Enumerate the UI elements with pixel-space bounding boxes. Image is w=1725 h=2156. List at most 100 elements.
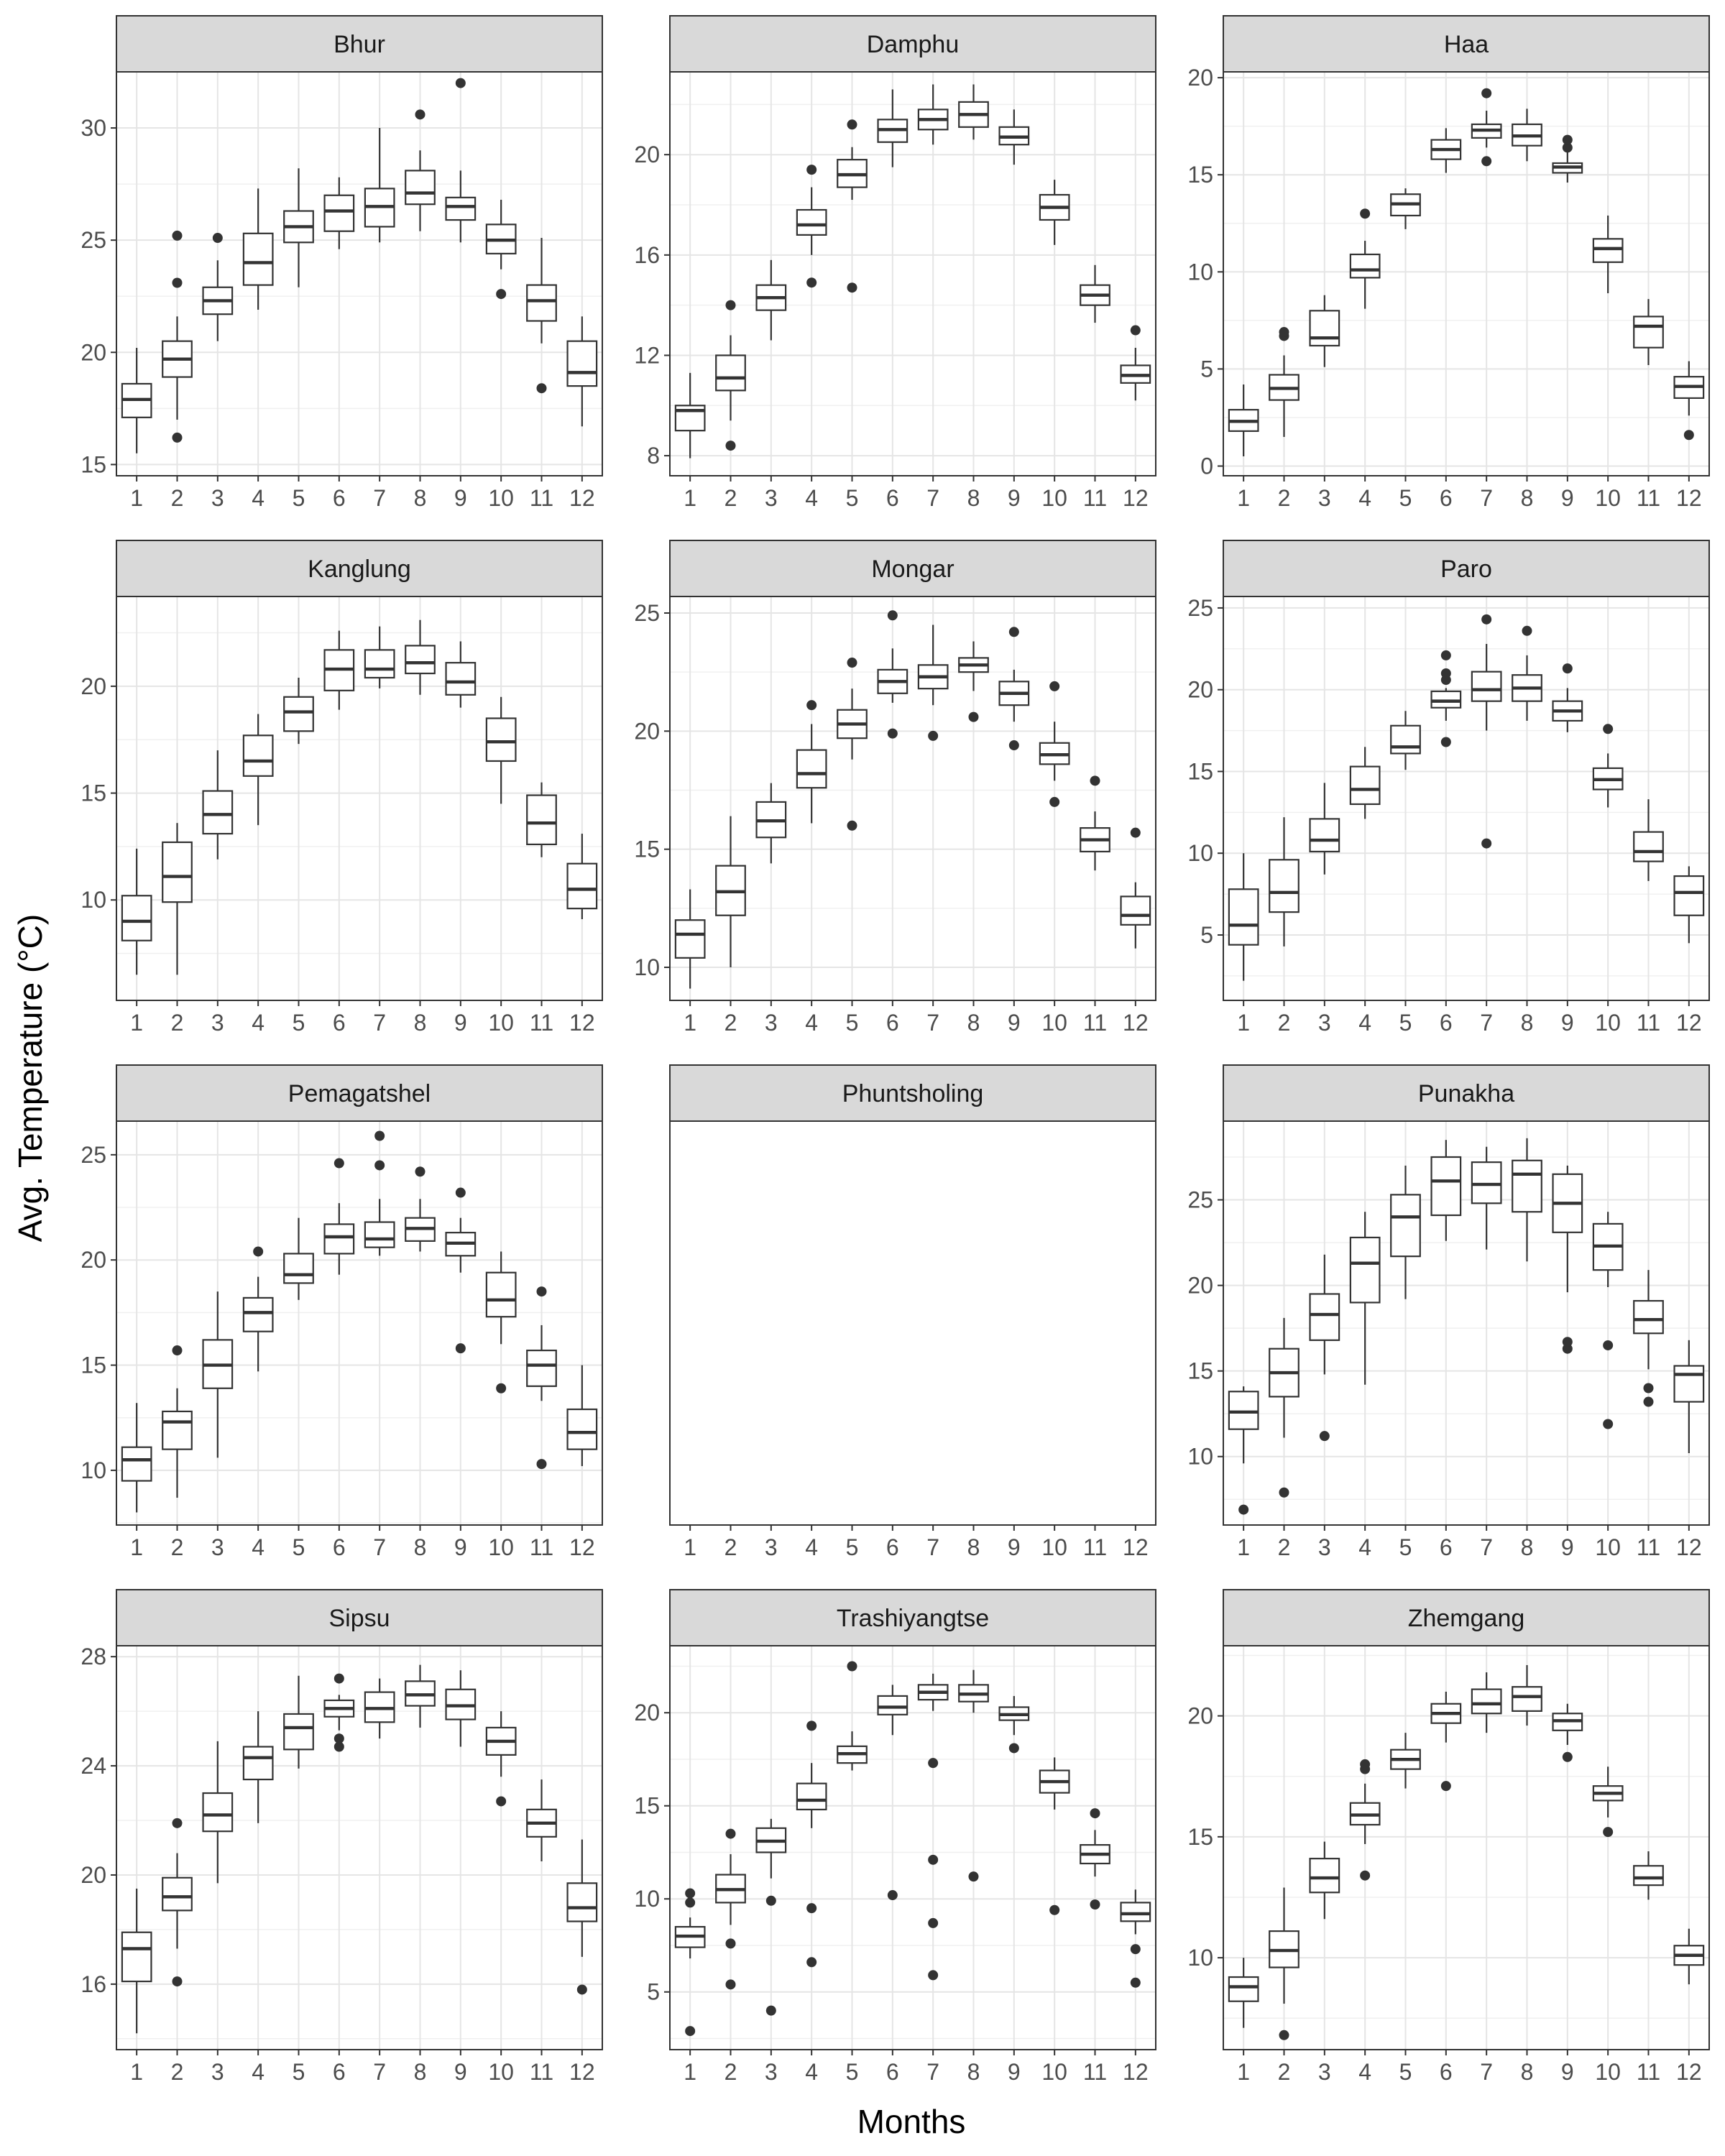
box-month-8 [1512,1138,1542,1262]
x-tick-label: 9 [1561,2059,1574,2085]
box-month-6 [1430,128,1462,173]
box-month-11 [526,782,557,857]
y-tick-label: 20 [80,339,106,365]
facet-strip-label: Kanglung [308,556,411,583]
box-month-11 [1633,299,1664,365]
box-month-7 [917,1673,949,1981]
outlier-point [806,1957,817,1968]
facet-strip [116,15,603,73]
box-iqr [877,1695,908,1715]
facet-strip [1223,1064,1710,1122]
outlier-point [334,1741,344,1752]
box-iqr [1633,1865,1664,1886]
outlier-point [172,277,183,288]
x-tick-label: 9 [1561,485,1574,511]
y-tick-label: 15 [1187,162,1213,188]
outlier-point [576,1984,587,1995]
x-tick-label: 6 [886,2059,899,2085]
y-tick-label: 15 [80,1353,106,1378]
y-tick-label: 15 [634,1793,660,1819]
box-month-4 [242,188,274,310]
x-tick-label: 4 [805,2059,818,2085]
x-tick-label: 5 [846,1534,859,1560]
x-tick-label: 2 [171,485,184,511]
outlier-point [1603,1827,1614,1838]
box-month-12 [566,1839,598,1995]
box-month-7 [917,84,949,145]
facet-strip [1223,1589,1710,1646]
x-tick-label: 3 [765,1534,778,1560]
x-tick-label: 8 [414,1534,427,1560]
x-tick-label: 7 [1480,485,1493,511]
x-tick-label: 1 [1237,1534,1250,1560]
box-month-1 [674,889,706,989]
x-tick-label: 4 [1358,485,1371,511]
box-iqr [1309,818,1340,853]
box-iqr [1269,859,1300,913]
box-month-9 [998,109,1030,165]
outlier-point [1238,1504,1249,1515]
outlier-point [847,282,857,293]
box-month-7 [1471,1672,1502,1733]
facet-strip [669,1064,1156,1122]
box-month-6 [877,610,908,739]
box-iqr [526,284,557,322]
y-tick-label: 20 [634,142,660,167]
outlier-point [536,1286,547,1297]
x-tick-label: 6 [1440,2059,1453,2085]
box-month-12 [1120,827,1151,949]
box-month-10 [1039,1757,1070,1915]
box-month-9 [445,641,477,708]
plot-panel-border [669,1645,1156,2050]
plot-panel-border [1223,1645,1710,2050]
x-tick-label: 7 [1480,2059,1493,2085]
x-tick-label: 11 [1637,1010,1660,1036]
x-tick-label: 6 [886,1534,899,1560]
box-iqr [674,919,706,959]
x-tick-label: 8 [1521,1010,1534,1036]
box-month-10 [485,1711,517,1807]
x-tick-label: 6 [333,2059,346,2085]
box-iqr [1430,1156,1462,1217]
box-month-4 [1349,208,1381,309]
box-iqr [1512,1159,1542,1213]
y-tick-label: 25 [1187,595,1213,621]
outlier-point [496,1383,507,1393]
y-tick-label: 20 [80,1247,106,1273]
box-month-7 [364,1678,395,1739]
y-tick-label: 10 [634,1886,660,1912]
outlier-point [765,1895,776,1906]
x-tick-label: 7 [926,1534,939,1560]
x-tick-label: 8 [967,1534,980,1560]
x-tick-label: 5 [293,485,305,511]
box-month-5 [837,119,868,293]
x-tick-label: 9 [1008,1010,1021,1036]
x-tick-label: 10 [488,485,514,511]
outlier-point [374,1130,385,1141]
y-tick-label: 30 [80,115,106,141]
plot-panel-border [1223,596,1710,1001]
y-tick-label: 15 [634,837,660,862]
x-tick-label: 4 [1358,1010,1371,1036]
y-tick-label: 12 [634,342,660,368]
outlier-point [1562,1337,1573,1348]
outlier-point [1130,1944,1141,1955]
x-tick-label: 1 [130,2059,143,2085]
y-tick-label: 5 [1200,356,1213,382]
x-tick-label: 6 [1440,1534,1453,1560]
outlier-point [847,658,857,668]
x-tick-label: 9 [1008,485,1021,511]
box-iqr [526,794,557,846]
box-month-10 [1592,724,1624,808]
box-month-7 [1471,88,1502,167]
x-tick-label: 2 [171,1534,184,1560]
outlier-point [455,1187,466,1198]
box-month-7 [917,625,949,741]
box-month-2 [1269,1317,1300,1498]
outlier-point [1562,134,1573,145]
outlier-point [1481,156,1492,167]
outlier-point [1090,1808,1100,1819]
outlier-point [1279,1487,1289,1498]
